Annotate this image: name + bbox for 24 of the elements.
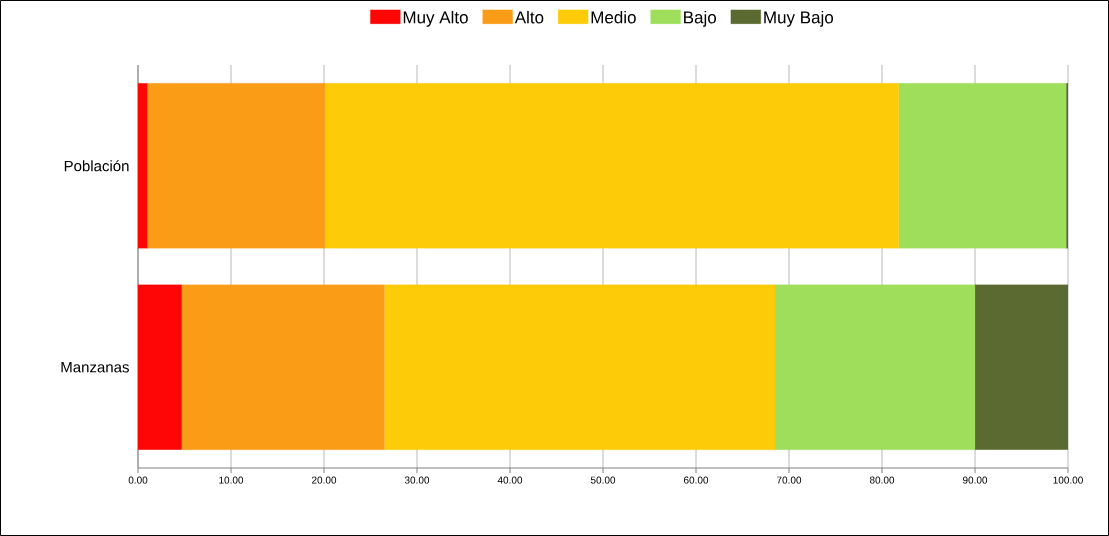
bar [147, 83, 326, 249]
x-tick-label: 40.00 [497, 476, 523, 484]
x-tick-label: 20.00 [311, 476, 337, 484]
bar [774, 284, 976, 450]
x-tick-label: 60.00 [684, 476, 709, 484]
y-tick-label: Manzanas [61, 362, 129, 373]
x-tick-label: 70.00 [777, 476, 802, 484]
x-tick-label: 0.00 [128, 476, 148, 484]
y-tick-label: Población [64, 160, 129, 172]
x-tick-label: 80.00 [869, 476, 895, 484]
legend-label: Alto [514, 10, 544, 24]
bar [181, 284, 385, 450]
legend-label: Medio [591, 10, 636, 24]
bar [384, 284, 776, 450]
x-tick-label: 90.00 [962, 476, 988, 484]
bar [898, 83, 1067, 249]
bar [324, 83, 899, 249]
x-tick-label: 30.00 [404, 476, 430, 484]
legend-label: Muy Bajo [764, 10, 834, 27]
legend-label: Bajo [684, 10, 717, 27]
x-tick-label: 100.00 [1053, 476, 1083, 484]
x-tick-label: 10.00 [219, 476, 244, 484]
x-tick-label: 50.00 [590, 476, 616, 484]
legend-label: Muy Alto [403, 10, 468, 27]
